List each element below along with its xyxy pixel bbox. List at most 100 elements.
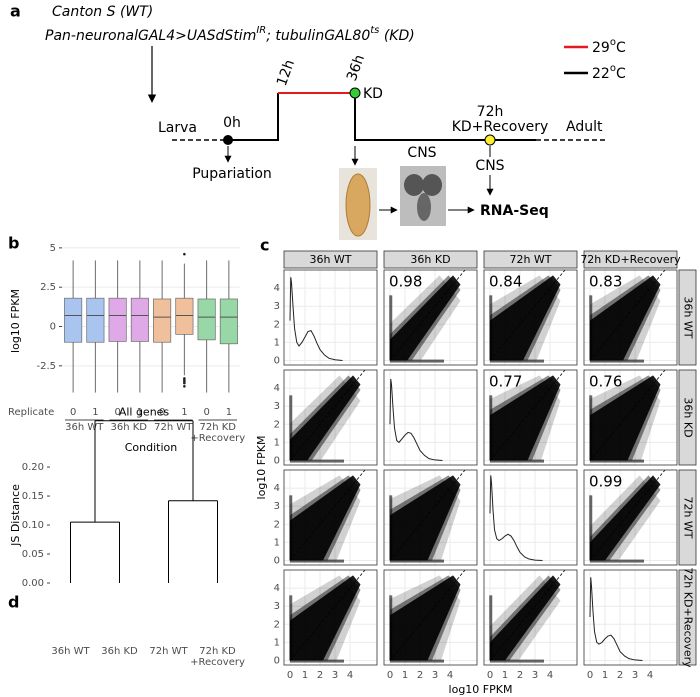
time-label: 0h [223, 115, 241, 131]
y-tick-label: 1 [274, 337, 280, 348]
group-label: 72h WT [154, 422, 193, 433]
cns-lobe [404, 174, 424, 196]
x-tick-label: 2 [317, 670, 323, 681]
point-cloud [590, 559, 644, 563]
x-tick-label: 1 [302, 670, 308, 681]
point-cloud [290, 659, 344, 663]
panel-border [483, 569, 578, 666]
x-tick-label: 0 [487, 670, 493, 681]
leaf-label: 72h KD [199, 646, 236, 657]
density-line [489, 475, 543, 561]
point-cloud [589, 395, 593, 461]
strip [678, 569, 697, 666]
identity-line [589, 370, 666, 461]
cns-cord [417, 193, 431, 221]
x-tick-label: 2 [417, 670, 423, 681]
panel-border [583, 369, 678, 466]
assay-label: RNA-Seq [480, 203, 549, 219]
identity-line [389, 470, 466, 561]
panel-border [483, 369, 578, 466]
panel-border [583, 569, 678, 666]
time-label: 12h [274, 58, 298, 89]
box [153, 298, 172, 343]
legend-sup: o [610, 37, 616, 48]
genotype-sup: IR [256, 25, 266, 36]
genotype: Pan-neuronalGAL4>UASdStimIR; tubulinGAL8… [45, 25, 415, 44]
strip-label: 72h WT [509, 253, 551, 266]
strip [678, 369, 697, 466]
density-line [389, 378, 443, 461]
correlation-label: 0.98 [389, 273, 422, 291]
point-cloud [290, 459, 344, 463]
y-tick-label: 4 [274, 283, 280, 294]
x-tick-label: 3 [332, 670, 338, 681]
panel-content [489, 570, 566, 663]
identity-line [589, 470, 666, 561]
x-axis-title: Condition [125, 441, 178, 454]
tissue-label: CNS [407, 145, 436, 161]
point-cloud [389, 295, 393, 361]
panel-label: c [260, 236, 269, 255]
x-tick-label: 4 [347, 670, 353, 681]
x-tick-label: 3 [632, 670, 638, 681]
y-tick-label: 1 [274, 437, 280, 448]
strip-label: 72h KD+Recovery [682, 567, 695, 668]
point-cloud [590, 359, 644, 363]
tissue-label: CNS [475, 158, 504, 174]
y-tick-label: 0.10 [22, 520, 44, 531]
density-line [589, 577, 643, 661]
strip [483, 250, 578, 269]
point-cloud [289, 395, 293, 461]
group-label: 36h WT [65, 422, 104, 433]
y-tick-label: 1 [274, 537, 280, 548]
legend-temp: 29 [592, 40, 610, 56]
y-tick-label: 3 [274, 601, 280, 612]
event-label: KD+Recovery [452, 119, 549, 135]
x-tick-label: 0 [287, 670, 293, 681]
identity-line [489, 570, 566, 661]
legend-label: 22oC [592, 63, 626, 82]
y-tick-label: 2 [274, 419, 280, 430]
point-cloud [390, 659, 444, 663]
time-label: 72h [477, 104, 504, 120]
strip [583, 250, 678, 269]
y-axis-title: log10 FPKM [255, 436, 268, 500]
x-tick-label: 0 [70, 407, 76, 418]
box [64, 297, 83, 343]
x-tick-label: 2 [517, 670, 523, 681]
y-tick-label: 5 [50, 243, 56, 254]
group-label: +Recovery [190, 433, 245, 444]
box [130, 297, 149, 342]
x-tick-label: 0 [587, 670, 593, 681]
point-cloud [589, 295, 593, 361]
identity-line [289, 470, 366, 561]
panel-content [289, 570, 366, 663]
panel-label: d [8, 593, 19, 612]
legend-label: 29oC [592, 37, 626, 56]
correlation-label: 0.84 [489, 273, 522, 291]
y-axis-title: log10 FPKM [9, 289, 22, 353]
panel-content [489, 270, 566, 363]
strip-label: 36h KD [682, 397, 695, 437]
x-tick-label: 4 [447, 670, 453, 681]
time-label: 36h [344, 53, 368, 84]
timepoint-dot [223, 135, 233, 145]
x-tick-label: 1 [502, 670, 508, 681]
correlation-label: 0.99 [589, 473, 622, 491]
strip-label: 36h WT [309, 253, 351, 266]
timepoint-dot [484, 134, 496, 146]
x-tick-label: 1 [137, 407, 143, 418]
x-axis-title: log10 FPKM [449, 683, 513, 696]
timeline-segment [354, 93, 536, 141]
y-tick-label: 2.5 [40, 282, 56, 293]
panel-content [289, 470, 366, 563]
strip-label: 72h KD+Recovery [580, 253, 681, 266]
x-tick-label: 0 [387, 670, 393, 681]
y-tick-label: 3 [274, 301, 280, 312]
y-axis-title: JS Distance [9, 484, 22, 547]
outlier [183, 384, 186, 388]
y-tick-label: 0 [274, 655, 280, 666]
panel-content [389, 570, 466, 663]
panel-border [583, 269, 678, 366]
